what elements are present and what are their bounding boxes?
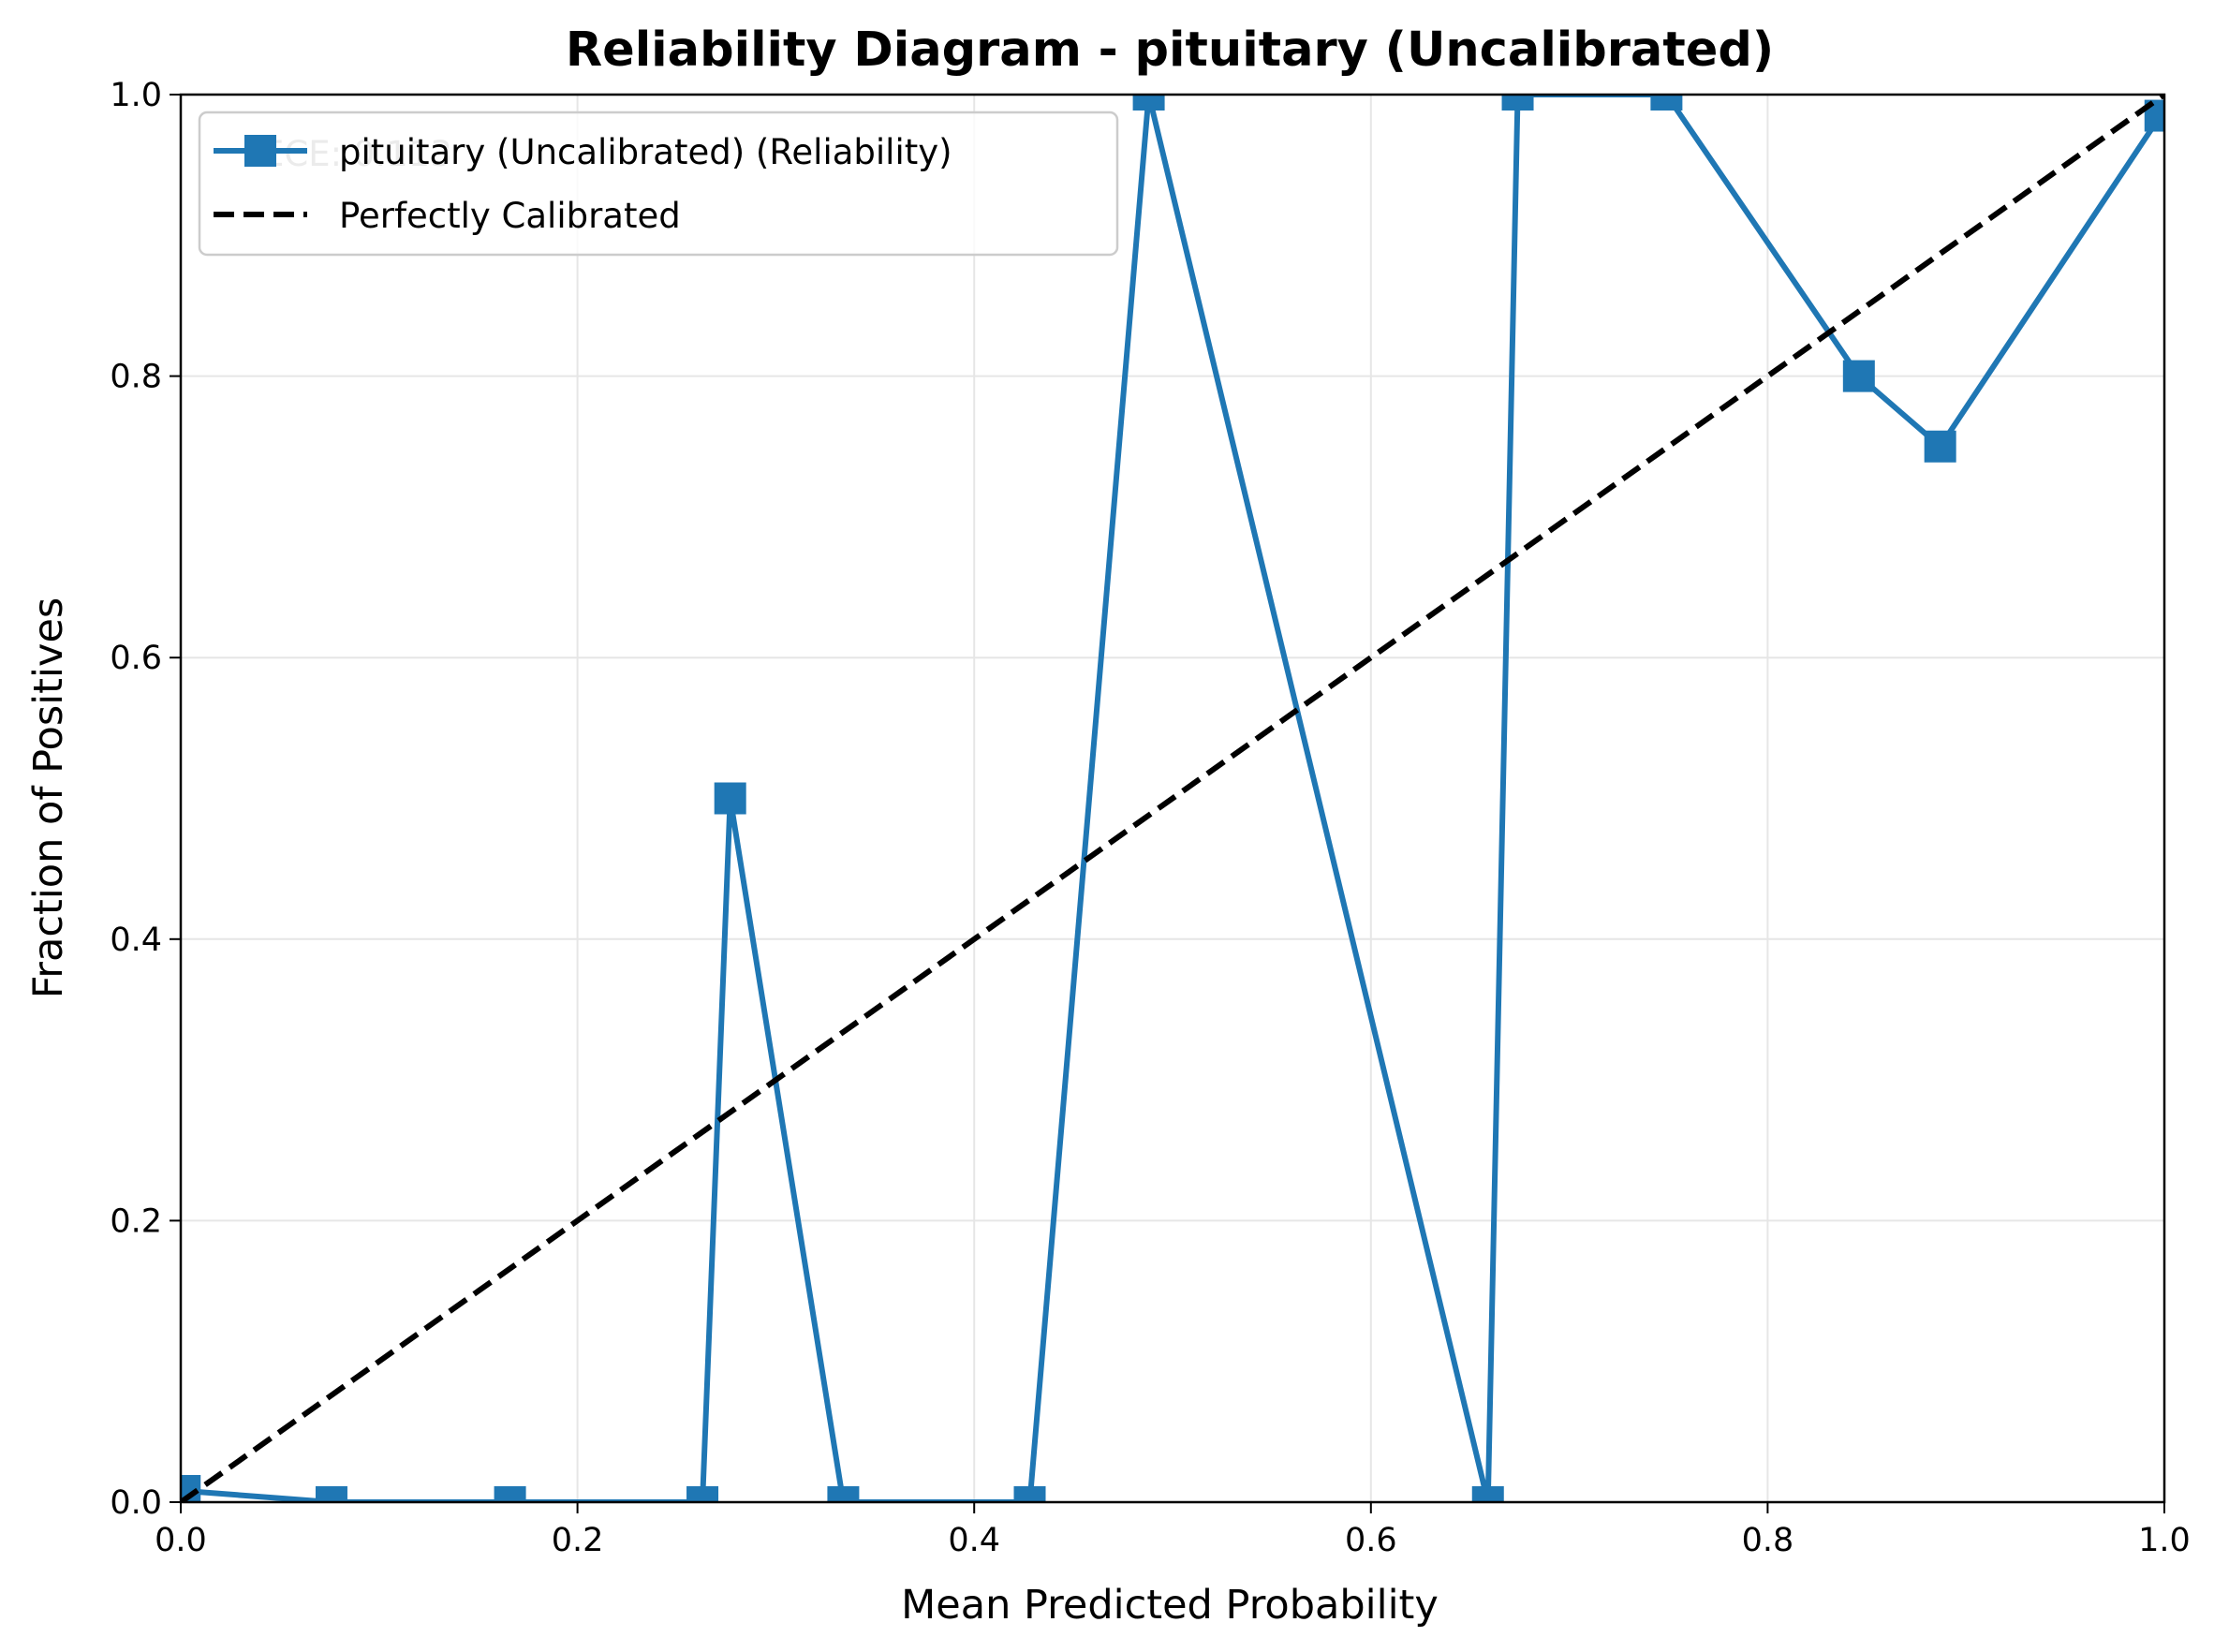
reliability-point (1471, 1486, 1504, 1502)
reliability-point (1650, 95, 1683, 111)
reliability-point (494, 1486, 526, 1502)
axis-ticks: 0.0 0.2 0.4 0.6 0.8 1.0 0.0 0.2 0.4 0.6 0.8 1.0 (110, 77, 2191, 1559)
legend: pituitary (Uncalibrated) (Reliability) Pe… (198, 111, 1119, 257)
x-tick-label: 0.8 (1742, 1522, 1794, 1559)
reliability-point (1013, 1486, 1046, 1502)
y-tick-label: 1.0 (110, 77, 162, 114)
legend-perfect-label: Perfectly Calibrated (339, 196, 681, 236)
legend-reliability-marker (244, 135, 276, 167)
y-tick-label: 0.6 (110, 640, 162, 677)
y-axis-label: Fraction of Positives (25, 597, 72, 999)
reliability-point (315, 1486, 347, 1502)
perfect-calibration-line (181, 95, 2164, 1502)
reliability-point (1924, 430, 1956, 463)
y-tick-label: 0.4 (110, 922, 162, 959)
plot-area: ECE: 0.113 (181, 95, 2164, 1502)
plot-frame (179, 93, 2166, 1504)
y-tick-label: 0.2 (110, 1202, 162, 1240)
x-axis-label: Mean Predicted Probability (901, 1582, 1439, 1629)
y-tick-label: 0.0 (110, 1484, 162, 1522)
y-tick-label: 0.8 (110, 359, 162, 396)
x-tick-label: 0.2 (552, 1522, 604, 1559)
x-tick-label: 0.0 (155, 1522, 207, 1559)
plot-series-group (181, 95, 2164, 1502)
reliability-point (1132, 95, 1165, 111)
legend-reliability-label: pituitary (Uncalibrated) (Reliability) (339, 132, 952, 172)
reliability-point (714, 782, 746, 815)
reliability-point (1501, 95, 1534, 111)
x-tick-label: 1.0 (2138, 1522, 2191, 1559)
x-tick-label: 0.6 (1345, 1522, 1397, 1559)
chart-title: Reliability Diagram - pituitary (Uncalib… (566, 22, 1774, 78)
legend-box (198, 111, 1119, 257)
reliability-point (686, 1486, 719, 1502)
reliability-point (827, 1486, 860, 1502)
x-tick-label: 0.4 (948, 1522, 1000, 1559)
reliability-point (1842, 360, 1875, 392)
reliability-series-line (184, 95, 2163, 1502)
